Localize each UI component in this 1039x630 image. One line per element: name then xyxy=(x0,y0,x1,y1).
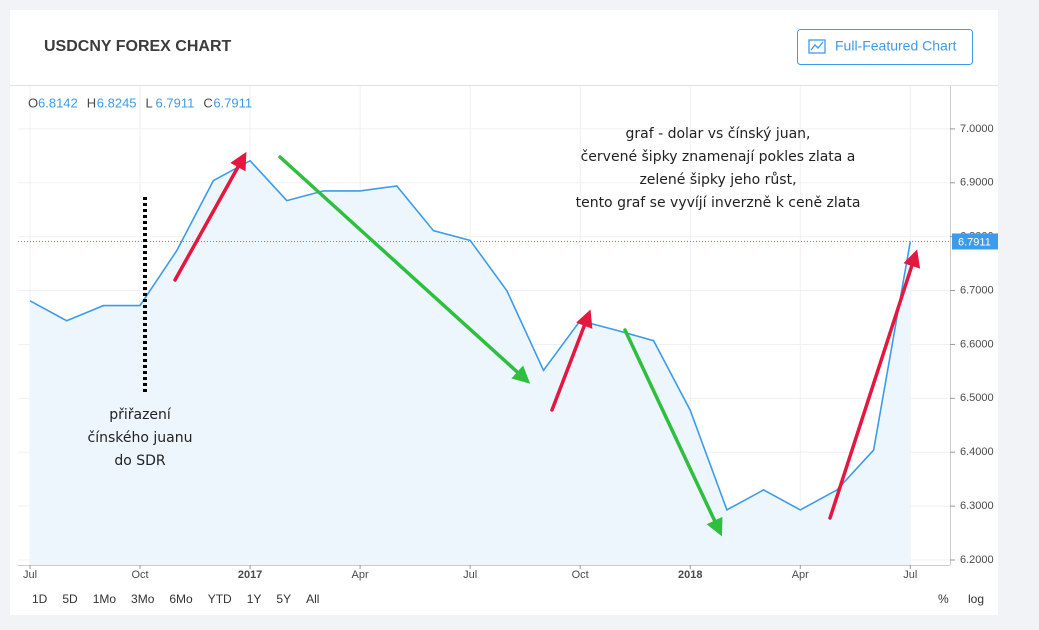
ohlc-value: 6.7911 xyxy=(156,95,195,110)
ohlc-key: O xyxy=(28,95,38,110)
arrows xyxy=(173,151,921,537)
annotations: přiřazení čínského juanu do SDR graf - dola… xyxy=(88,126,861,469)
red-arrow xyxy=(173,151,247,282)
green-arrow xyxy=(278,155,531,384)
x-tick-label: Jul xyxy=(903,569,917,581)
annotation-line: čínského juanu xyxy=(88,430,193,446)
range-button[interactable]: 5D xyxy=(62,592,78,606)
annotation-line: červené šipky znamenají pokles zlata a xyxy=(581,149,856,165)
toolbar: 1D 5D 1Mo 3Mo 6Mo YTD 1Y 5Y All% log xyxy=(32,592,984,606)
title: USDCNY FOREX CHART xyxy=(44,38,232,55)
last-price-box xyxy=(952,233,998,250)
ohlc-value: 6.7911 xyxy=(213,95,252,110)
ohlc-value: 6.8142 xyxy=(38,95,78,110)
annotation-line: tento graf se vyvíjí inverzně k ceně zla… xyxy=(576,195,861,211)
y-tick-label: 6.9000 xyxy=(960,177,994,189)
full-chart-button[interactable]: Full-Featured Chart xyxy=(797,29,973,65)
button-label: Full-Featured Chart xyxy=(835,38,956,54)
range-button[interactable]: 3Mo xyxy=(131,592,155,606)
x-tick-label: Oct xyxy=(572,569,589,581)
x-tick-label: 2017 xyxy=(238,569,262,581)
scale-button[interactable]: % xyxy=(938,592,949,606)
area xyxy=(30,160,911,565)
ohlc-key: H xyxy=(87,95,96,110)
x-tick-label: Jul xyxy=(23,569,37,581)
scale-button[interactable]: log xyxy=(968,592,984,606)
annotation-line: do SDR xyxy=(114,453,166,469)
range-button[interactable]: 1Y xyxy=(247,592,262,606)
y-tick-label: 6.7000 xyxy=(960,284,994,296)
green-arrow xyxy=(623,328,723,537)
range-button[interactable]: YTD xyxy=(208,592,232,606)
y-tick-label: 6.4000 xyxy=(960,446,994,458)
x-tick-label: Jul xyxy=(463,569,477,581)
annotation-line: přiřazení xyxy=(109,407,172,423)
ohlc-key: L xyxy=(146,95,153,110)
x-tick-label: Apr xyxy=(352,569,369,581)
y-tick-label: 6.3000 xyxy=(960,500,994,512)
series: 6.7911 xyxy=(18,159,998,565)
y-tick-label: 7.0000 xyxy=(960,123,994,135)
ohlc-key: C xyxy=(203,95,212,110)
last-price-label: 6.7911 xyxy=(958,236,991,248)
range-button[interactable]: 1Mo xyxy=(93,592,117,606)
annotation-line: graf - dolar vs čínský juan, xyxy=(625,126,810,142)
red-arrow xyxy=(550,309,593,412)
x-tick-label: Apr xyxy=(792,569,809,581)
y-tick-label: 6.6000 xyxy=(960,338,994,350)
range-button[interactable]: 5Y xyxy=(276,592,291,606)
red-arrow xyxy=(828,249,921,520)
y-tick-label: 6.5000 xyxy=(960,392,994,404)
x-tick-label: 2018 xyxy=(678,569,702,581)
ohlc-legend: O 6.8142 H 6.8245 L 6.7911 C 6.7911 xyxy=(28,95,252,110)
y-tick-label: 6.2000 xyxy=(960,554,994,566)
ohlc-value: 6.8245 xyxy=(97,95,137,110)
x-tick-label: Oct xyxy=(131,569,148,581)
range-button[interactable]: All xyxy=(306,592,319,606)
range-button[interactable]: 6Mo xyxy=(169,592,193,606)
price-line xyxy=(29,159,912,512)
range-button[interactable]: 1D xyxy=(32,592,48,606)
annotation-line: zelené šipky jeho růst, xyxy=(639,172,796,188)
